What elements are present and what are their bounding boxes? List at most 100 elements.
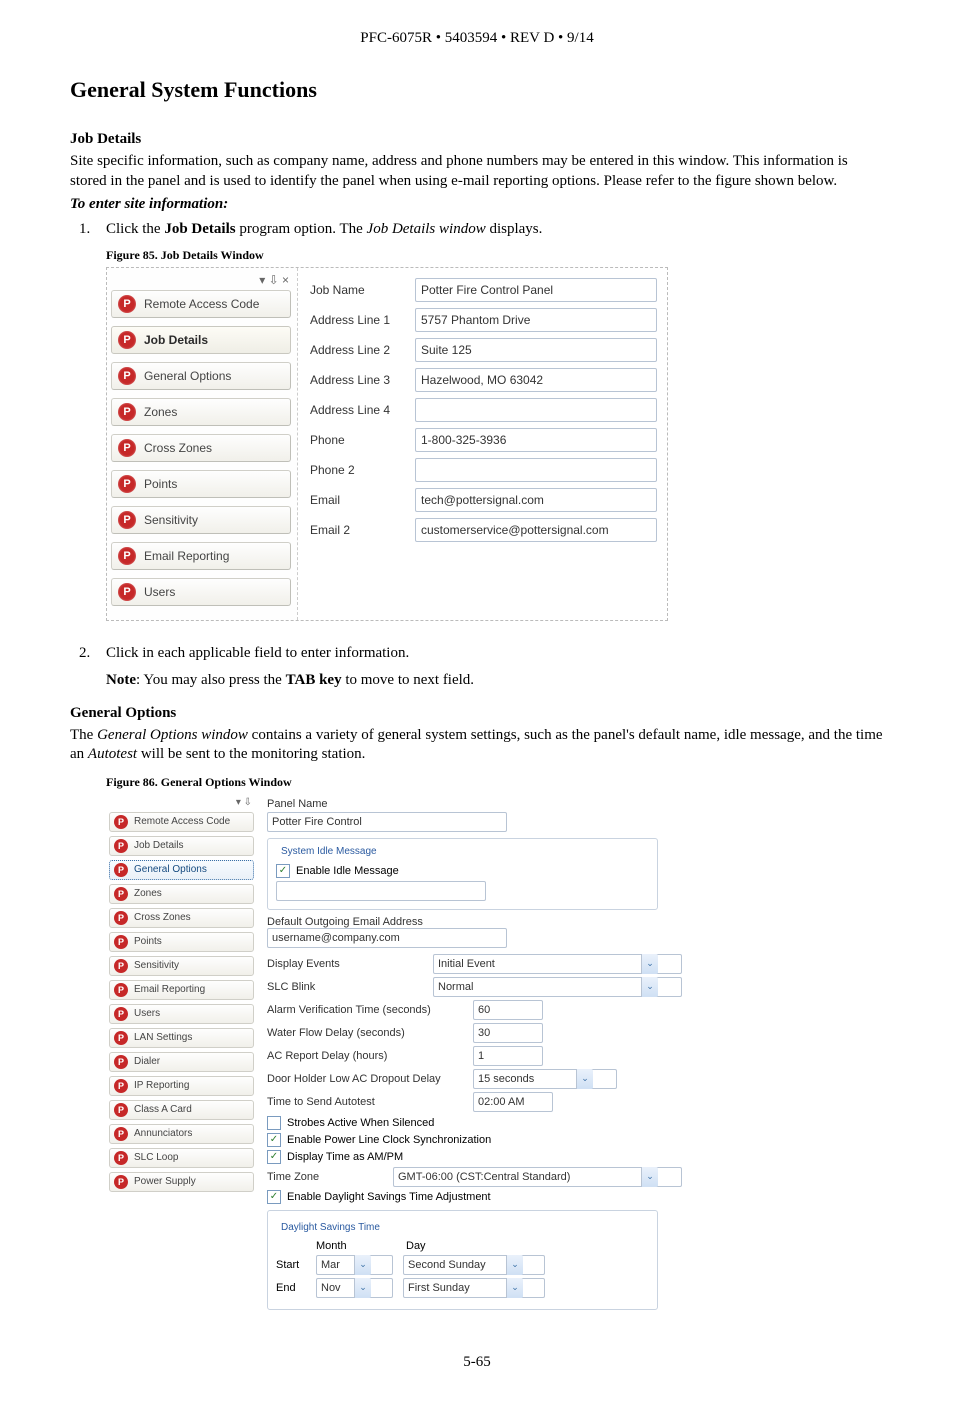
door-holder-select[interactable]: 15 seconds: [473, 1069, 617, 1089]
email-label: Email: [310, 493, 415, 507]
sidebar-item-cross-zones[interactable]: PCross Zones: [111, 434, 291, 462]
month-header: Month: [316, 1240, 366, 1252]
figure85-caption: Figure 85. Job Details Window: [106, 248, 884, 263]
time-zone-select[interactable]: GMT-06:00 (CST:Central Standard): [393, 1167, 682, 1187]
sidebar-item-slc-loop[interactable]: PSLC Loop: [109, 1148, 254, 1168]
step-1: Click the Job Details program option. Th…: [94, 221, 884, 621]
sidebar-item-email-reporting[interactable]: PEmail Reporting: [109, 980, 254, 1000]
end-day-select[interactable]: First Sunday: [403, 1278, 545, 1298]
sidebar-item-sensitivity[interactable]: PSensitivity: [111, 506, 291, 534]
sidebar-item-class-a-card[interactable]: PClass A Card: [109, 1100, 254, 1120]
sidebar-item-job-details[interactable]: PJob Details: [109, 836, 254, 856]
sidebar-item-sensitivity[interactable]: PSensitivity: [109, 956, 254, 976]
chevron-down-icon[interactable]: ⌄: [506, 1255, 523, 1275]
chevron-down-icon[interactable]: ⌄: [641, 977, 658, 997]
p-icon: P: [114, 815, 128, 829]
p-icon: P: [114, 1127, 128, 1141]
job-details-paragraph: Site specific information, such as compa…: [70, 152, 884, 191]
idle-message-field[interactable]: [276, 881, 486, 901]
addr4-field[interactable]: [415, 398, 657, 422]
window-controls[interactable]: ▾ ⇩ ×: [111, 274, 291, 290]
sidebar-item-general-options[interactable]: PGeneral Options: [109, 860, 254, 880]
chevron-down-icon[interactable]: ⌄: [576, 1069, 593, 1089]
strobes-checkbox[interactable]: [267, 1116, 281, 1130]
dst-checkbox[interactable]: ✓: [267, 1190, 281, 1204]
sidebar-item-zones[interactable]: P Zones: [111, 398, 291, 426]
sidebar-item-label: Dialer: [134, 1056, 160, 1067]
sidebar-item-general-options[interactable]: PGeneral Options: [111, 362, 291, 390]
addr3-field[interactable]: Hazelwood, MO 63042: [415, 368, 657, 392]
default-email-field[interactable]: username@company.com: [267, 928, 507, 948]
document-id-line: PFC-6075R • 5403594 • REV D • 9/14: [70, 30, 884, 47]
panel-name-field[interactable]: Potter Fire Control: [267, 812, 507, 832]
page-number: 5-65: [70, 1354, 884, 1371]
sidebar-item-dialer[interactable]: PDialer: [109, 1052, 254, 1072]
start-day-select[interactable]: Second Sunday: [403, 1255, 545, 1275]
sidebar-item-annunciators[interactable]: PAnnunciators: [109, 1124, 254, 1144]
sidebar-item-ip-reporting[interactable]: PIP Reporting: [109, 1076, 254, 1096]
sidebar-item-power-supply[interactable]: PPower Supply: [109, 1172, 254, 1192]
sidebar-item-users[interactable]: PUsers: [111, 578, 291, 606]
dst-label: Enable Daylight Savings Time Adjustment: [287, 1191, 491, 1203]
p-icon: P: [114, 983, 128, 997]
p-icon: P: [114, 1103, 128, 1117]
addr1-field[interactable]: 5757 Phantom Drive: [415, 308, 657, 332]
p-icon: P: [114, 863, 128, 877]
autotest-field[interactable]: 02:00 AM: [473, 1092, 553, 1112]
sidebar-item-cross-zones[interactable]: PCross Zones: [109, 908, 254, 928]
p-icon: P: [118, 331, 136, 349]
system-idle-fieldset: System Idle Message ✓ Enable Idle Messag…: [267, 838, 658, 910]
sidebar-item-email-reporting[interactable]: PEmail Reporting: [111, 542, 291, 570]
sidebar-item-points[interactable]: PPoints: [111, 470, 291, 498]
dst-legend: Daylight Savings Time: [278, 1222, 383, 1233]
p-icon: P: [114, 1151, 128, 1165]
sidebar-item-label: Zones: [144, 405, 177, 419]
sidebar-item-remote-access-code[interactable]: PRemote Access Code: [109, 812, 254, 832]
addr2-field[interactable]: Suite 125: [415, 338, 657, 362]
sidebar-item-lan-settings[interactable]: PLAN Settings: [109, 1028, 254, 1048]
sidebar-item-zones[interactable]: PZones: [109, 884, 254, 904]
ac-report-field[interactable]: 1: [473, 1046, 543, 1066]
sidebar-item-label: Job Details: [144, 333, 208, 347]
water-flow-label: Water Flow Delay (seconds): [267, 1027, 467, 1039]
end-label: End: [276, 1282, 310, 1294]
chevron-down-icon[interactable]: ⌄: [354, 1278, 371, 1298]
window-controls[interactable]: ▾ ⇩: [109, 798, 254, 812]
step1-post: displays.: [486, 221, 543, 237]
ampm-checkbox[interactable]: ✓: [267, 1150, 281, 1164]
p-icon: P: [114, 839, 128, 853]
figure85: ▾ ⇩ × PRemote Access Code P Job Details P…: [106, 267, 668, 621]
email2-field[interactable]: customerservice@pottersignal.com: [415, 518, 657, 542]
step1-pre: Click the: [106, 221, 164, 237]
sidebar-item-remote-access-code[interactable]: PRemote Access Code: [111, 290, 291, 318]
sidebar-item-points[interactable]: PPoints: [109, 932, 254, 952]
go-i2: Autotest: [88, 746, 137, 762]
p-icon: P: [118, 403, 136, 421]
fig85-form: Job NamePotter Fire Control Panel Addres…: [297, 268, 667, 620]
sidebar-item-label: Cross Zones: [134, 912, 191, 923]
alarm-verif-field[interactable]: 60: [473, 1000, 543, 1020]
step1-italic: Job Details window: [367, 221, 486, 237]
chevron-down-icon[interactable]: ⌄: [641, 954, 658, 974]
addr4-label: Address Line 4: [310, 403, 415, 417]
chevron-down-icon[interactable]: ⌄: [506, 1278, 523, 1298]
chevron-down-icon[interactable]: ⌄: [354, 1255, 371, 1275]
enable-idle-checkbox[interactable]: ✓: [276, 864, 290, 878]
p-icon: P: [118, 439, 136, 457]
email-field[interactable]: tech@pottersignal.com: [415, 488, 657, 512]
water-flow-field[interactable]: 30: [473, 1023, 543, 1043]
phone-field[interactable]: 1-800-325-3936: [415, 428, 657, 452]
p-icon: P: [114, 1175, 128, 1189]
phone2-field[interactable]: [415, 458, 657, 482]
sidebar-item-job-details[interactable]: P Job Details: [111, 326, 291, 354]
power-line-label: Enable Power Line Clock Synchronization: [287, 1134, 491, 1146]
p-icon: P: [114, 959, 128, 973]
job-name-field[interactable]: Potter Fire Control Panel: [415, 278, 657, 302]
sidebar-item-label: Sensitivity: [144, 513, 198, 527]
sidebar-item-users[interactable]: PUsers: [109, 1004, 254, 1024]
system-idle-legend: System Idle Message: [278, 846, 380, 857]
chevron-down-icon[interactable]: ⌄: [641, 1167, 658, 1187]
p-icon: P: [118, 547, 136, 565]
step-2: Click in each applicable field to enter …: [94, 645, 884, 689]
power-line-checkbox[interactable]: ✓: [267, 1133, 281, 1147]
